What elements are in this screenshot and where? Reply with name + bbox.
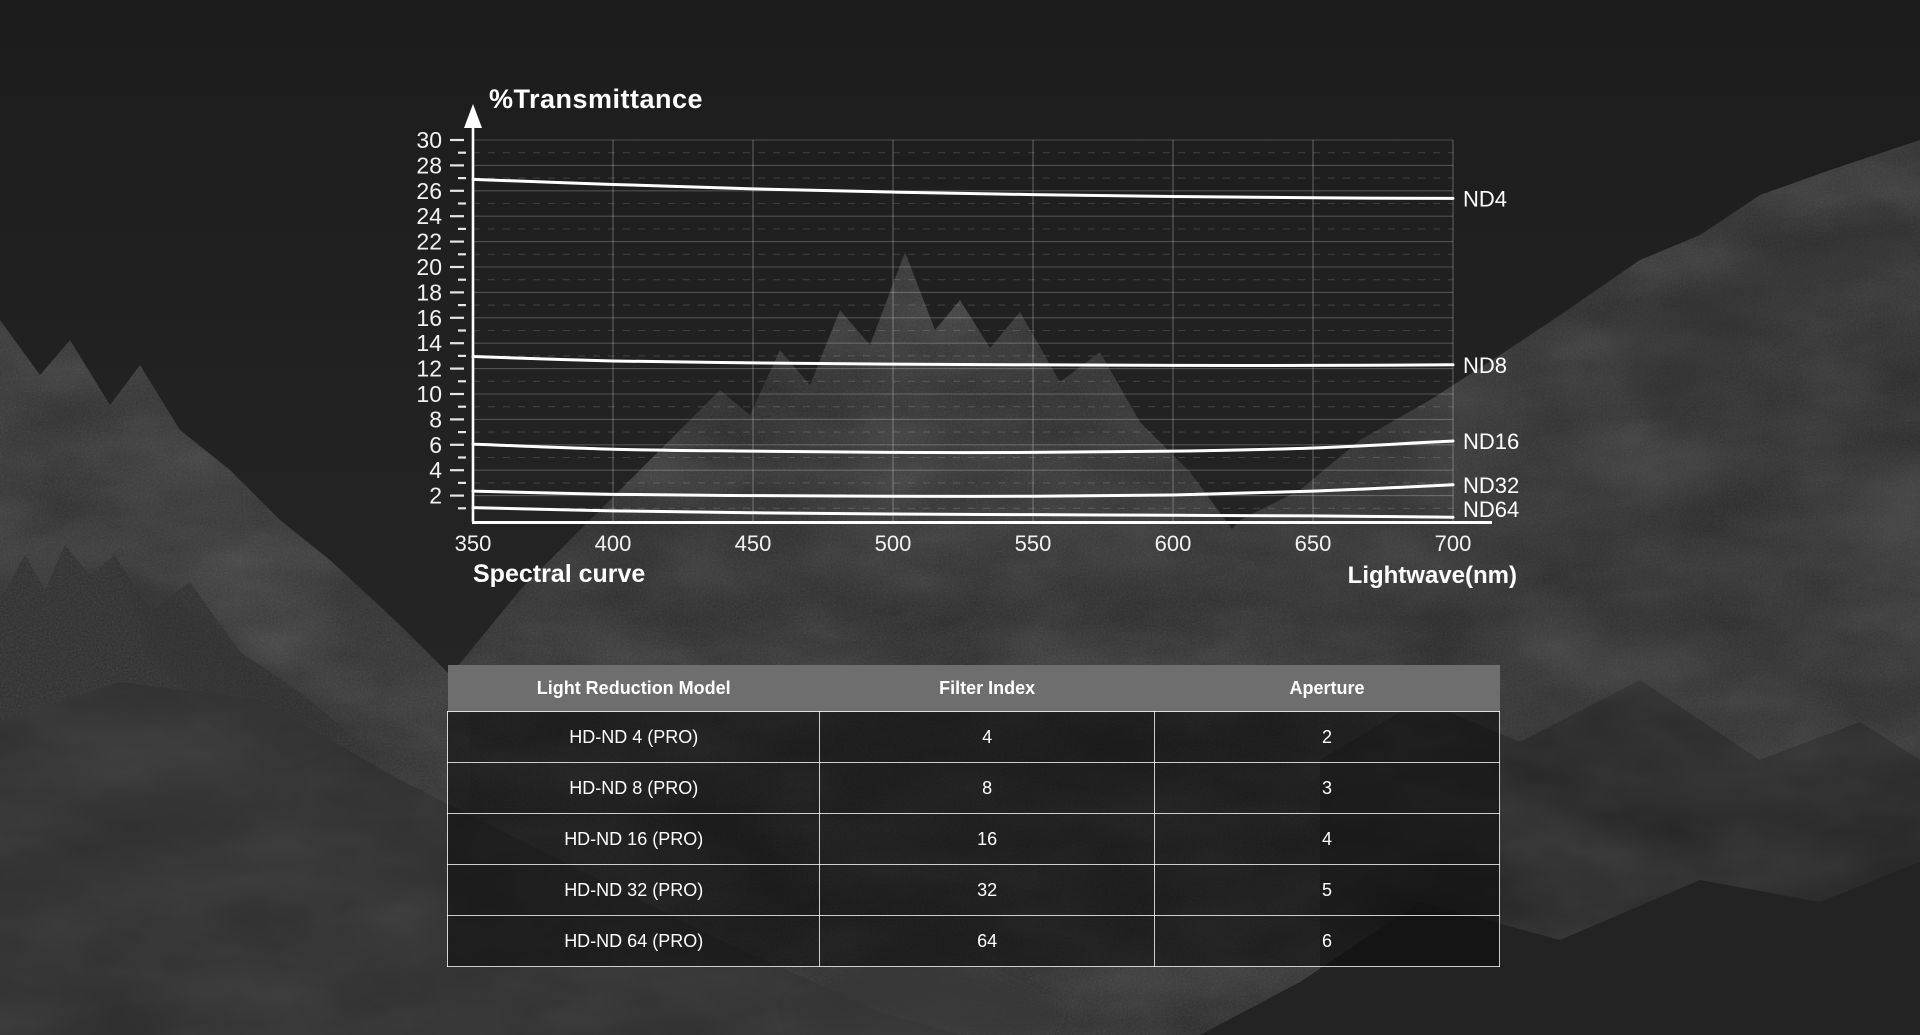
table-cell: 5 [1153,864,1501,916]
table-cell: HD-ND 16 (PRO) [446,813,821,865]
x-tick-label: 600 [1155,531,1192,556]
table-cell: HD-ND 4 (PRO) [446,711,821,763]
table-cell: 32 [819,864,1155,916]
curve-label-nd64: ND64 [1463,497,1519,522]
curve-label-nd16: ND16 [1463,429,1519,454]
curve-label-nd32: ND32 [1463,473,1519,498]
y-tick-label: 10 [416,381,442,407]
nd-filter-table: Light Reduction Model Filter Index Apertur… [446,665,1501,967]
x-tick-label: 550 [1015,531,1052,556]
chart-gridlines [473,139,1454,521]
table-cell: HD-ND 32 (PRO) [446,864,821,916]
table-cell: HD-ND 64 (PRO) [446,915,821,967]
curve-label-nd8: ND8 [1463,353,1507,378]
table-header-cell: Aperture [1154,665,1500,712]
x-tick-label: 350 [455,531,492,556]
table-header-cell: Filter Index [819,665,1155,712]
curve-nd32 [471,483,1455,498]
table-row: HD-ND 8 (PRO) 8 3 [446,762,1501,814]
chart-subtitle: Spectral curve [473,560,646,588]
chart-title: %Transmittance [489,84,704,114]
y-tick-label: 8 [429,406,442,432]
x-tick-label: 700 [1435,531,1472,556]
table-cell: 64 [819,915,1155,967]
table-cell: 16 [819,813,1155,865]
x-axis-title: Lightwave(nm) [1347,562,1517,589]
curve-nd4 [471,177,1455,200]
table-header-cell: Light Reduction Model [447,665,820,712]
y-tick-label: 30 [416,127,442,153]
y-tick-label: 16 [416,305,442,331]
table-row: HD-ND 32 (PRO) 32 5 [446,864,1501,916]
table-cell: 8 [819,762,1155,814]
table-row: HD-ND 16 (PRO) 16 4 [446,813,1501,865]
curve-label-nd4: ND4 [1463,186,1507,211]
y-tick-label: 4 [429,457,442,483]
y-tick-label: 20 [416,254,442,280]
y-tick-label: 18 [416,279,442,305]
curve-nd8 [471,355,1455,368]
y-tick-label: 26 [416,178,442,204]
curve-nd64 [471,506,1455,519]
x-tick-label: 500 [875,531,912,556]
x-tick-label: 400 [595,531,632,556]
table-row: HD-ND 64 (PRO) 64 6 [446,915,1501,967]
x-tick-label: 450 [735,531,772,556]
y-tick-label: 2 [429,483,442,509]
x-tick-label: 650 [1295,531,1332,556]
chart-axes [450,104,1492,524]
table-cell: 4 [1153,813,1501,865]
table-cell: 4 [819,711,1155,763]
chart-curves [471,177,1455,519]
y-tick-label: 12 [416,356,442,382]
y-tick-label: 28 [416,152,442,178]
table-cell: HD-ND 8 (PRO) [446,762,821,814]
y-tick-label: 24 [416,203,442,229]
table-row: HD-ND 4 (PRO) 4 2 [446,711,1501,763]
y-axis-arrow-icon [464,104,482,128]
y-tick-label: 6 [429,432,442,458]
curve-nd16 [471,439,1455,455]
y-tick-label: 14 [416,330,442,356]
table-cell: 6 [1153,915,1501,967]
table-header-row: Light Reduction Model Filter Index Apertur… [447,665,1500,712]
y-tick-label: 22 [416,229,442,255]
table-cell: 2 [1153,711,1501,763]
table-cell: 3 [1153,762,1501,814]
